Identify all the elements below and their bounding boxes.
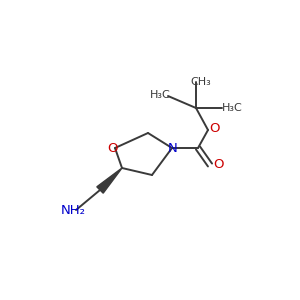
Text: O: O	[213, 158, 223, 172]
Text: N: N	[168, 142, 178, 154]
Text: H₃C: H₃C	[222, 103, 242, 113]
Polygon shape	[97, 168, 122, 193]
Text: NH₂: NH₂	[61, 203, 85, 217]
Text: O: O	[108, 142, 118, 154]
Text: CH₃: CH₃	[190, 77, 212, 87]
Text: O: O	[210, 122, 220, 136]
Text: H₃C: H₃C	[150, 90, 170, 100]
